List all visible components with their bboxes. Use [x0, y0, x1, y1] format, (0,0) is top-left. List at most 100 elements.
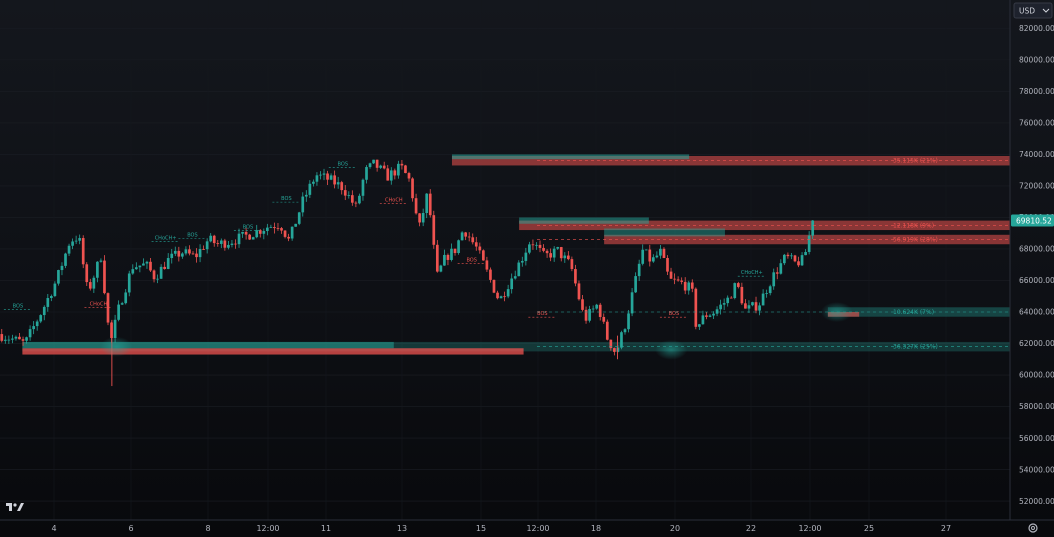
- candle: [255, 224, 259, 239]
- candle-body: [64, 253, 67, 266]
- candle: [545, 249, 549, 258]
- candle-body: [790, 255, 793, 257]
- candle-body: [386, 168, 390, 181]
- candle-body: [605, 321, 609, 340]
- candle: [715, 306, 719, 317]
- candle-body: [680, 280, 684, 282]
- candle-body: [482, 250, 485, 261]
- candle: [11, 334, 14, 344]
- candle: [492, 279, 496, 294]
- candle-body: [793, 255, 797, 262]
- candle: [202, 245, 205, 250]
- order-block-zone: [827, 307, 1010, 317]
- candle-body: [283, 230, 287, 237]
- candle: [517, 260, 521, 277]
- price-tick-label: 74000.00: [1019, 150, 1054, 159]
- candle-body: [74, 240, 78, 242]
- order-block-zone: [604, 228, 725, 237]
- candle-body: [666, 257, 669, 272]
- candle: [340, 180, 344, 195]
- candle-body: [474, 242, 478, 247]
- candle: [811, 220, 815, 240]
- candle-body: [800, 255, 804, 266]
- candle: [450, 243, 453, 262]
- candle-body: [347, 195, 351, 196]
- candle-body: [775, 272, 779, 274]
- candle-body: [407, 173, 411, 179]
- candle: [552, 246, 556, 262]
- candle-body: [584, 309, 588, 321]
- candle-body: [485, 260, 489, 270]
- candle: [198, 244, 202, 263]
- candle: [0, 328, 4, 343]
- candle: [659, 245, 662, 259]
- gear-icon[interactable]: [1028, 523, 1038, 533]
- candle-body: [209, 235, 213, 242]
- candle: [188, 245, 191, 256]
- candle-body: [510, 278, 514, 290]
- candle-body: [425, 193, 429, 214]
- candle: [499, 295, 503, 299]
- currency-selector[interactable]: USD: [1013, 2, 1053, 19]
- candle-body: [294, 223, 298, 227]
- candle-body: [460, 232, 464, 241]
- candle: [751, 301, 754, 307]
- candle: [729, 296, 733, 299]
- candle: [88, 278, 92, 291]
- liquidity-glow: [820, 302, 853, 322]
- candle: [397, 160, 400, 179]
- time-tick-label: 12:00: [256, 524, 279, 533]
- time-tick-label: 20: [670, 524, 680, 533]
- candle-body: [492, 279, 496, 293]
- structure-label: BOS: [338, 161, 348, 167]
- liquidity-glow: [655, 339, 688, 360]
- candlestick-series: [0, 159, 853, 387]
- candle: [131, 264, 135, 275]
- candle-body: [312, 181, 315, 184]
- candle: [680, 277, 684, 285]
- candle: [482, 249, 485, 261]
- candle-body: [188, 249, 191, 254]
- candle: [241, 231, 244, 238]
- candle: [736, 281, 740, 289]
- candle-body: [517, 262, 521, 277]
- candle: [669, 267, 673, 279]
- candle-body: [336, 182, 340, 185]
- candle: [464, 231, 467, 241]
- candle-body: [574, 269, 577, 284]
- liquidity-label: 56.919K (28%): [893, 237, 938, 244]
- candle: [64, 252, 67, 269]
- candle-body: [131, 269, 135, 274]
- candle: [53, 281, 57, 298]
- candle: [191, 251, 195, 255]
- candle-body: [319, 174, 322, 176]
- candle: [712, 311, 715, 320]
- candle: [627, 310, 630, 333]
- candle: [92, 275, 96, 293]
- candle: [32, 321, 35, 335]
- candle: [793, 254, 797, 263]
- candle-body: [581, 299, 584, 310]
- candle-body: [719, 304, 722, 310]
- candle-body: [28, 329, 32, 338]
- candle: [159, 264, 163, 279]
- candle-body: [149, 261, 152, 271]
- candle-body: [181, 253, 184, 257]
- candle-body: [81, 238, 85, 265]
- candle-body: [372, 159, 375, 164]
- structure-label: CHoCH+: [155, 236, 177, 242]
- candle: [765, 289, 768, 298]
- candle-body: [673, 278, 676, 280]
- candle-body: [765, 293, 768, 294]
- candle: [758, 302, 761, 316]
- time-tick-label: 22: [746, 524, 756, 533]
- candle-body: [350, 195, 354, 203]
- candle-body: [751, 302, 754, 306]
- candle-body: [531, 244, 535, 246]
- currency-selector-box[interactable]: [1013, 2, 1053, 19]
- time-axis[interactable]: 4 6 8 12:00 11 13 15 12:00 18 20 22 12:00 25 27: [51, 524, 951, 533]
- candle: [400, 159, 404, 170]
- candle: [227, 240, 230, 250]
- candle: [690, 279, 694, 293]
